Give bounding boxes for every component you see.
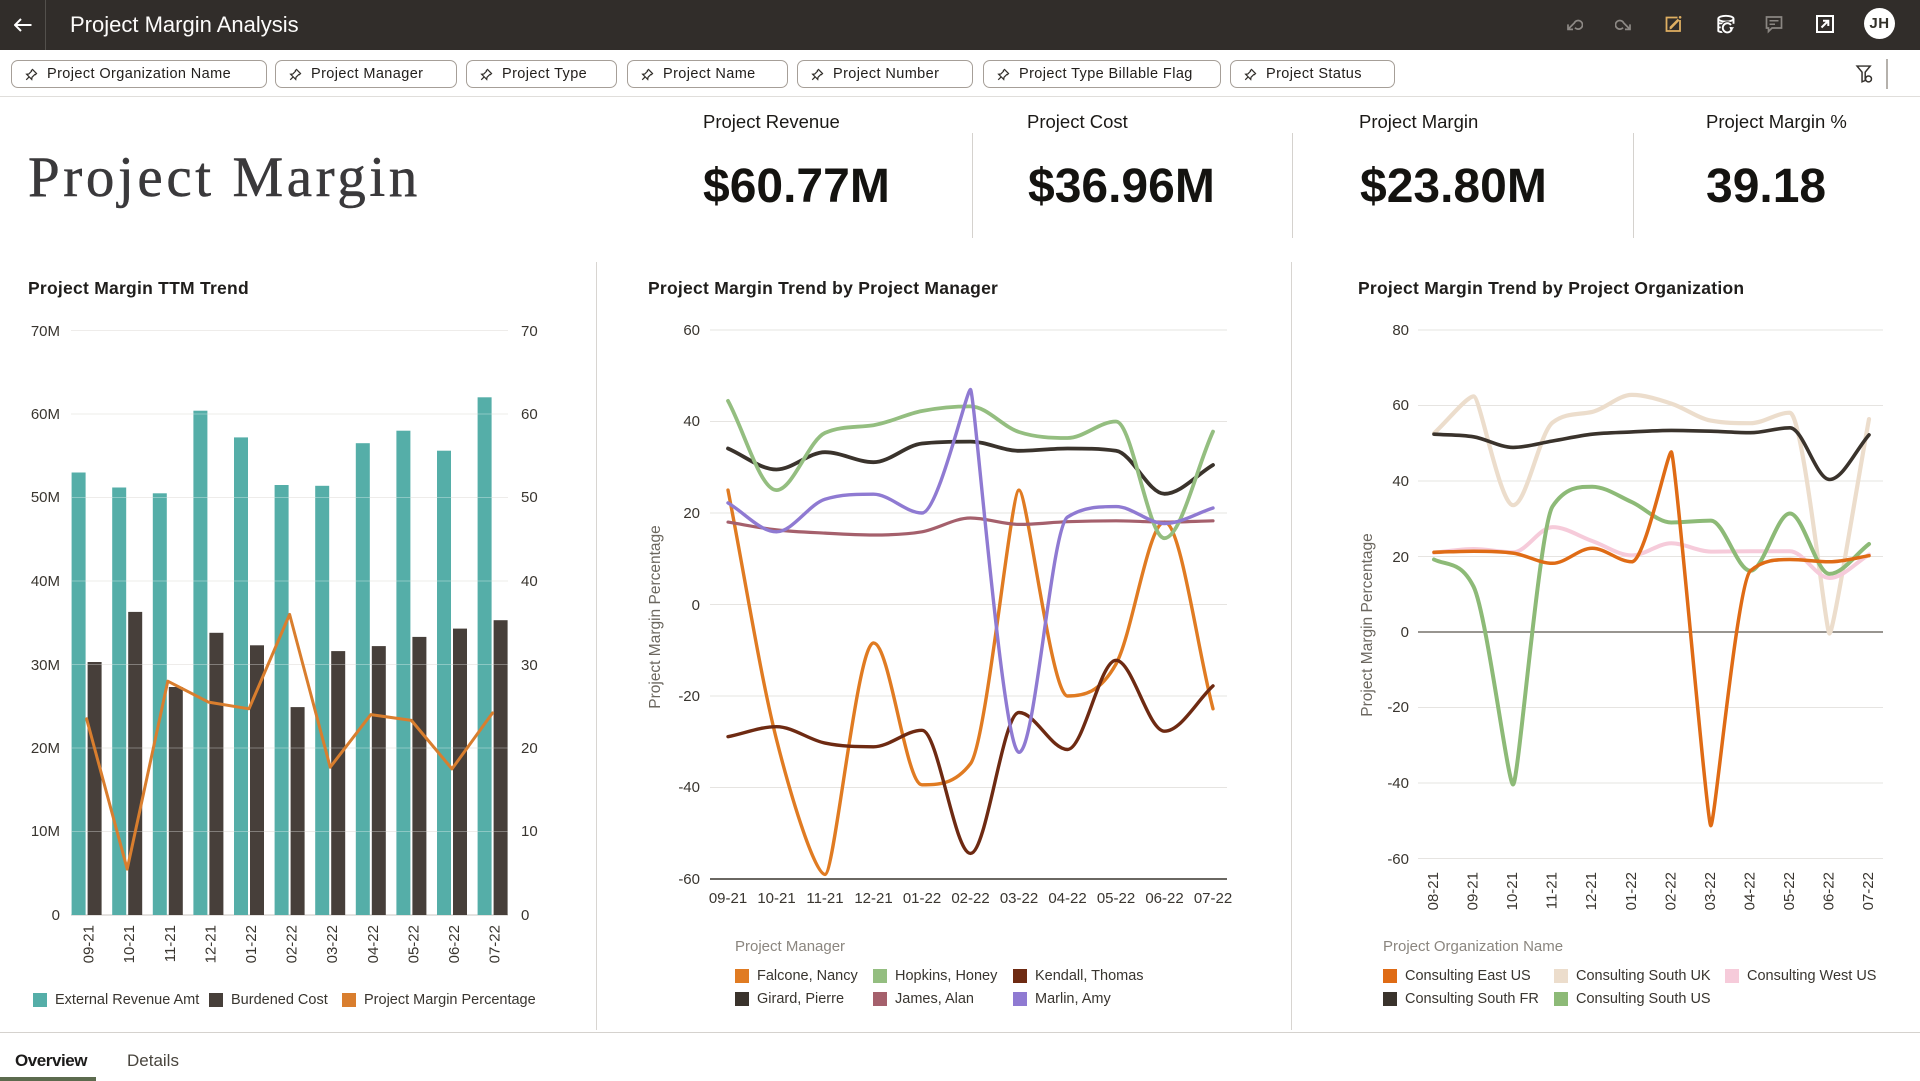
svg-text:50: 50: [521, 489, 538, 506]
svg-text:04-22: 04-22: [1048, 890, 1086, 907]
svg-text:10-21: 10-21: [757, 890, 795, 907]
svg-text:05-22: 05-22: [405, 925, 422, 963]
svg-text:0: 0: [521, 907, 529, 924]
svg-text:20: 20: [521, 740, 538, 757]
svg-text:03-22: 03-22: [324, 925, 341, 963]
svg-text:-60: -60: [678, 871, 700, 888]
svg-text:-40: -40: [1387, 775, 1409, 792]
svg-text:-20: -20: [1387, 699, 1409, 716]
svg-text:10-21: 10-21: [121, 925, 138, 963]
svg-text:40: 40: [521, 573, 538, 590]
svg-text:20: 20: [1392, 549, 1409, 566]
svg-text:06-22: 06-22: [446, 925, 463, 963]
svg-text:20M: 20M: [31, 740, 60, 757]
svg-text:-20: -20: [678, 688, 700, 705]
svg-text:40M: 40M: [31, 573, 60, 590]
svg-text:40: 40: [1392, 473, 1409, 490]
svg-text:11-21: 11-21: [1544, 872, 1561, 909]
svg-text:20: 20: [683, 505, 700, 522]
svg-text:60: 60: [683, 322, 700, 339]
svg-text:09-21: 09-21: [81, 925, 98, 963]
svg-text:07-22: 07-22: [1860, 872, 1877, 910]
svg-text:12-21: 12-21: [202, 925, 219, 963]
svg-text:01-22: 01-22: [243, 925, 260, 963]
svg-text:11-21: 11-21: [806, 890, 843, 907]
svg-text:70: 70: [521, 323, 538, 340]
svg-text:12-21: 12-21: [1583, 872, 1600, 910]
svg-text:30: 30: [521, 657, 538, 674]
svg-text:0: 0: [1401, 624, 1409, 641]
svg-text:60: 60: [1392, 397, 1409, 414]
svg-text:07-22: 07-22: [1194, 890, 1232, 907]
svg-text:10M: 10M: [31, 823, 60, 840]
svg-text:06-22: 06-22: [1145, 890, 1183, 907]
svg-text:Project Margin Percentage: Project Margin Percentage: [1359, 533, 1376, 717]
svg-text:-60: -60: [1387, 851, 1409, 868]
svg-text:70M: 70M: [31, 323, 60, 340]
svg-text:09-21: 09-21: [1465, 872, 1482, 910]
svg-text:40: 40: [683, 413, 700, 430]
svg-text:10: 10: [521, 823, 538, 840]
svg-text:0: 0: [52, 907, 60, 924]
svg-text:08-21: 08-21: [1425, 872, 1442, 910]
svg-text:01-22: 01-22: [903, 890, 941, 907]
svg-text:03-22: 03-22: [1000, 890, 1038, 907]
svg-text:05-22: 05-22: [1781, 872, 1798, 910]
svg-text:12-21: 12-21: [854, 890, 892, 907]
svg-text:30M: 30M: [31, 657, 60, 674]
svg-text:60: 60: [521, 406, 538, 423]
svg-text:02-22: 02-22: [1662, 872, 1679, 910]
svg-text:10-21: 10-21: [1504, 872, 1521, 910]
svg-text:-40: -40: [678, 779, 700, 796]
svg-text:05-22: 05-22: [1097, 890, 1135, 907]
svg-text:Project Margin Percentage: Project Margin Percentage: [647, 525, 664, 709]
svg-text:80: 80: [1392, 322, 1409, 339]
svg-text:03-22: 03-22: [1702, 872, 1719, 910]
svg-text:02-22: 02-22: [951, 890, 989, 907]
svg-text:0: 0: [692, 597, 700, 614]
svg-text:50M: 50M: [31, 489, 60, 506]
svg-text:02-22: 02-22: [284, 925, 301, 963]
svg-text:04-22: 04-22: [1741, 872, 1758, 910]
svg-text:11-21: 11-21: [162, 925, 179, 962]
svg-text:04-22: 04-22: [365, 925, 382, 963]
svg-text:06-22: 06-22: [1821, 872, 1838, 910]
svg-text:60M: 60M: [31, 406, 60, 423]
svg-text:07-22: 07-22: [487, 925, 504, 963]
svg-text:01-22: 01-22: [1623, 872, 1640, 910]
svg-text:09-21: 09-21: [709, 890, 747, 907]
